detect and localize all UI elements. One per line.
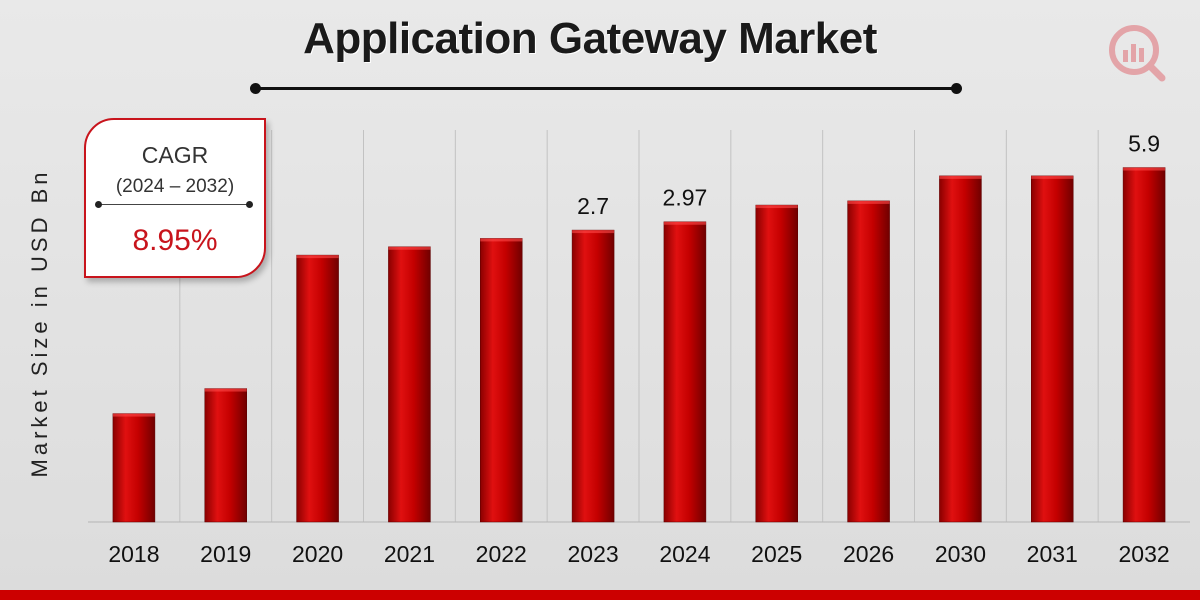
x-tick-2021: 2021 (384, 541, 435, 567)
title-underline (250, 83, 962, 94)
bar-top-highlight-2024 (663, 221, 706, 225)
bar-2032 (1122, 167, 1166, 523)
bar-2019 (204, 388, 247, 523)
x-tick-2023: 2023 (567, 541, 618, 567)
cagr-divider-left-dot (95, 201, 102, 208)
cagr-label: CAGR (141, 142, 209, 168)
x-tick-2032: 2032 (1118, 541, 1169, 567)
x-tick-2020: 2020 (292, 541, 343, 567)
title-underline-right-dot (951, 83, 962, 94)
x-tick-2024: 2024 (659, 541, 710, 567)
data-label-2032: 5.9 (1128, 131, 1160, 157)
cagr-divider-right-dot (246, 201, 253, 208)
bar-2031 (1031, 175, 1074, 523)
bars (112, 167, 1166, 523)
bar-top-highlight-2026 (847, 200, 890, 204)
x-tick-2030: 2030 (935, 541, 986, 567)
bar-2022 (480, 238, 523, 523)
x-tick-2031: 2031 (1027, 541, 1078, 567)
x-tick-2022: 2022 (476, 541, 527, 567)
data-label-2023: 2.7 (577, 193, 609, 219)
x-tick-2018: 2018 (108, 541, 159, 567)
bar-top-highlight-2025 (755, 205, 798, 209)
grid-lines (179, 130, 1099, 522)
bar-top-highlight-2030 (939, 175, 982, 179)
bar-top-highlight-2022 (480, 238, 523, 242)
cagr-callout: CAGR (2024 – 2032) 8.95% (84, 118, 266, 278)
cagr-divider (95, 201, 253, 208)
title-underline-left-dot (250, 83, 261, 94)
data-label-2024: 2.97 (663, 185, 708, 211)
cagr-period: (2024 – 2032) (115, 176, 235, 197)
x-tick-labels: 2018 2019 2020 2021 2022 2023 2024 2025 2026 2030… (108, 541, 1169, 567)
bar-top-highlight-2032 (1123, 167, 1166, 171)
bar-2026 (847, 200, 890, 523)
bar-2020 (296, 254, 339, 523)
bar-2025 (755, 204, 798, 523)
brand-logo-icon (1109, 25, 1166, 82)
x-tick-2025: 2025 (751, 541, 802, 567)
bar-2021 (388, 246, 431, 523)
x-tick-2019: 2019 (200, 541, 251, 567)
footer-accent-bar (0, 590, 1200, 600)
cagr-value: 8.95% (132, 224, 218, 257)
bar-top-highlight-2018 (112, 413, 155, 417)
bar-top-highlight-2031 (1031, 175, 1074, 179)
bar-top-highlight-2020 (296, 255, 339, 259)
bar-2023 (571, 229, 615, 523)
bar-top-highlight-2021 (388, 246, 431, 250)
bar-top-highlight-2019 (204, 388, 247, 392)
bar-top-highlight-2023 (572, 230, 615, 234)
bar-2030 (939, 175, 982, 523)
data-labels: 2.7 2.97 5.9 (577, 131, 1160, 220)
bar-2018 (112, 413, 156, 523)
chart-title: Application Gateway Market (303, 14, 877, 63)
x-tick-2026: 2026 (843, 541, 894, 567)
bar-2024 (663, 221, 707, 523)
